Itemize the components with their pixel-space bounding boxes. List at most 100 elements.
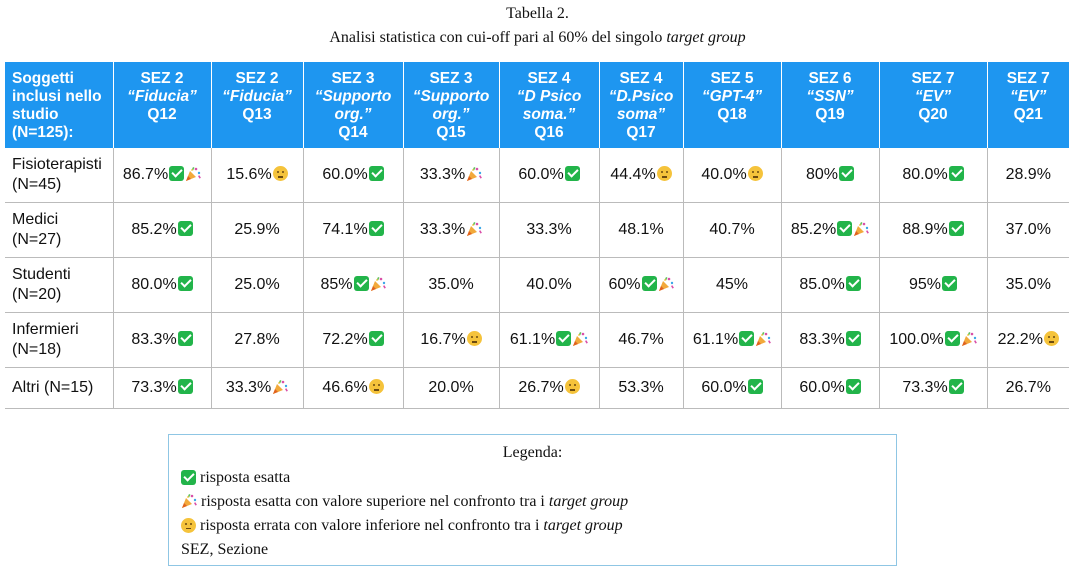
table-cell: 95% bbox=[879, 257, 988, 313]
cell-value: 85.2% bbox=[131, 221, 177, 238]
check-icon bbox=[353, 276, 369, 292]
header-section: SEZ 6 bbox=[808, 70, 852, 87]
party-popper-icon bbox=[658, 276, 674, 292]
table-cell: 40.0% bbox=[499, 257, 600, 313]
header-question: Q17 bbox=[626, 124, 656, 141]
header-q19: SEZ 6 “SSN” Q19 bbox=[781, 62, 880, 148]
header-q20: SEZ 7 “EV” Q20 bbox=[879, 62, 988, 148]
header-q15: SEZ 3 “Supporto org.” Q15 bbox=[403, 62, 500, 148]
cell-value: 46.7% bbox=[618, 331, 664, 348]
table-cell: 35.0% bbox=[987, 257, 1069, 313]
thinking-face-icon bbox=[564, 379, 580, 395]
row-label: Altri (N=15) bbox=[5, 367, 114, 409]
header-subjects-line: studio bbox=[12, 106, 59, 123]
header-q13: SEZ 2 “Fiducia” Q13 bbox=[211, 62, 304, 148]
table-cell: 48.1% bbox=[599, 202, 684, 258]
table-cell: 26.7% bbox=[987, 367, 1069, 409]
check-icon bbox=[944, 331, 960, 347]
cell-value: 20.0% bbox=[428, 379, 474, 396]
row-label-line: Fisioterapisti bbox=[12, 156, 102, 173]
cell-value: 61.1% bbox=[692, 331, 739, 348]
header-topic: “GPT-4” bbox=[701, 88, 763, 105]
header-subjects: Soggetti inclusi nello studio (N=125): bbox=[5, 62, 114, 148]
cell-value: 40.7% bbox=[709, 221, 755, 238]
cell-value: 60.0% bbox=[799, 379, 845, 396]
table-cell: 33.3% bbox=[211, 367, 304, 409]
table-cell: 46.6% bbox=[303, 367, 404, 409]
thinking-face-icon bbox=[272, 166, 288, 182]
table-cell: 25.0% bbox=[211, 257, 304, 313]
header-q17: SEZ 4 “D.Psico soma” Q17 bbox=[599, 62, 684, 148]
cell-value: 83.3% bbox=[799, 331, 845, 348]
cell-value: 48.1% bbox=[618, 221, 664, 238]
row-label: Medici (N=27) bbox=[5, 202, 114, 258]
check-icon bbox=[177, 276, 193, 292]
row-label: Studenti (N=20) bbox=[5, 257, 114, 313]
header-question: Q16 bbox=[534, 124, 564, 141]
table-cell: 44.4% bbox=[599, 148, 684, 203]
table-row: Studenti (N=20) 80.0% 25.0% 85% 35.0% 40.0% 60%… bbox=[5, 257, 1069, 313]
header-topic: “SSN” bbox=[806, 88, 854, 105]
header-section: SEZ 7 bbox=[1006, 70, 1050, 87]
table-cell: 83.3% bbox=[781, 312, 880, 368]
table-cell: 33.3% bbox=[403, 148, 500, 203]
legend-item: risposta esatta con valore superiore nel… bbox=[181, 490, 884, 514]
table-cell: 26.7% bbox=[499, 367, 600, 409]
party-popper-icon bbox=[755, 331, 772, 347]
table-caption-subtitle: Analisi statistica con cui-off pari al 6… bbox=[0, 28, 1075, 48]
check-icon bbox=[948, 166, 964, 182]
cell-value: 40.0% bbox=[526, 276, 572, 293]
table-cell: 74.1% bbox=[303, 202, 404, 258]
check-icon bbox=[845, 379, 861, 395]
cell-value: 73.3% bbox=[902, 379, 948, 396]
thinking-face-icon bbox=[181, 517, 196, 533]
legend-item-emphasis: target group bbox=[548, 493, 629, 510]
thinking-face-icon bbox=[1043, 331, 1059, 347]
cell-value: 80% bbox=[805, 166, 839, 183]
legend-item-text: risposta esatta bbox=[200, 469, 291, 486]
table-row: Medici (N=27) 85.2% 25.9% 74.1% 33.3% 33.3% 48.… bbox=[5, 202, 1069, 258]
cell-value: 53.3% bbox=[618, 379, 664, 396]
table-cell: 60.0% bbox=[303, 148, 404, 203]
check-icon bbox=[169, 166, 185, 182]
header-subjects-line: Soggetti bbox=[12, 70, 74, 87]
party-popper-icon bbox=[961, 331, 977, 347]
table-caption-title: Tabella 2. bbox=[506, 5, 569, 22]
check-icon bbox=[564, 166, 580, 182]
header-subjects-line: inclusi nello bbox=[12, 88, 102, 105]
header-topic: “D Psico soma.” bbox=[516, 88, 582, 123]
cell-value: 72.2% bbox=[322, 331, 368, 348]
row-label-line: (N=20) bbox=[12, 286, 62, 303]
table-cell: 60.0% bbox=[781, 367, 880, 409]
table-body: Fisioterapisti (N=45) 86.7% 15.6% 60.0% 33.3%… bbox=[5, 148, 1069, 409]
row-label: Infermieri (N=18) bbox=[5, 312, 114, 368]
table-cell: 60.0% bbox=[499, 148, 600, 203]
header-section: SEZ 2 bbox=[140, 70, 184, 87]
results-table: Soggetti inclusi nello studio (N=125): SEZ 2… bbox=[5, 62, 1069, 409]
cell-value: 15.6% bbox=[226, 166, 272, 183]
table-cell: 61.1% bbox=[683, 312, 782, 368]
check-icon bbox=[368, 331, 384, 347]
cell-value: 27.8% bbox=[234, 331, 280, 348]
party-popper-icon bbox=[370, 276, 386, 292]
legend-item: risposta esatta bbox=[181, 466, 884, 490]
cell-value: 100.0% bbox=[889, 331, 944, 348]
thinking-face-icon bbox=[656, 166, 672, 182]
table-cell: 16.7% bbox=[403, 312, 500, 368]
table-cell: 28.9% bbox=[987, 148, 1069, 203]
header-question: Q13 bbox=[242, 106, 272, 123]
cell-value: 60.0% bbox=[518, 166, 564, 183]
header-section: SEZ 2 bbox=[235, 70, 279, 87]
header-section: SEZ 4 bbox=[619, 70, 663, 87]
cell-value: 35.0% bbox=[428, 276, 474, 293]
header-question: Q18 bbox=[717, 106, 747, 123]
header-question: Q20 bbox=[918, 106, 948, 123]
table-row: Infermieri (N=18) 83.3% 27.8% 72.2% 16.7% 61.1… bbox=[5, 312, 1069, 368]
header-q12: SEZ 2 “Fiducia” Q12 bbox=[113, 62, 212, 148]
cell-value: 45% bbox=[715, 276, 749, 293]
header-question: Q14 bbox=[338, 124, 368, 141]
table-cell: 15.6% bbox=[211, 148, 304, 203]
cell-value: 60.0% bbox=[322, 166, 368, 183]
check-icon bbox=[368, 166, 384, 182]
table-cell: 85% bbox=[303, 257, 404, 313]
